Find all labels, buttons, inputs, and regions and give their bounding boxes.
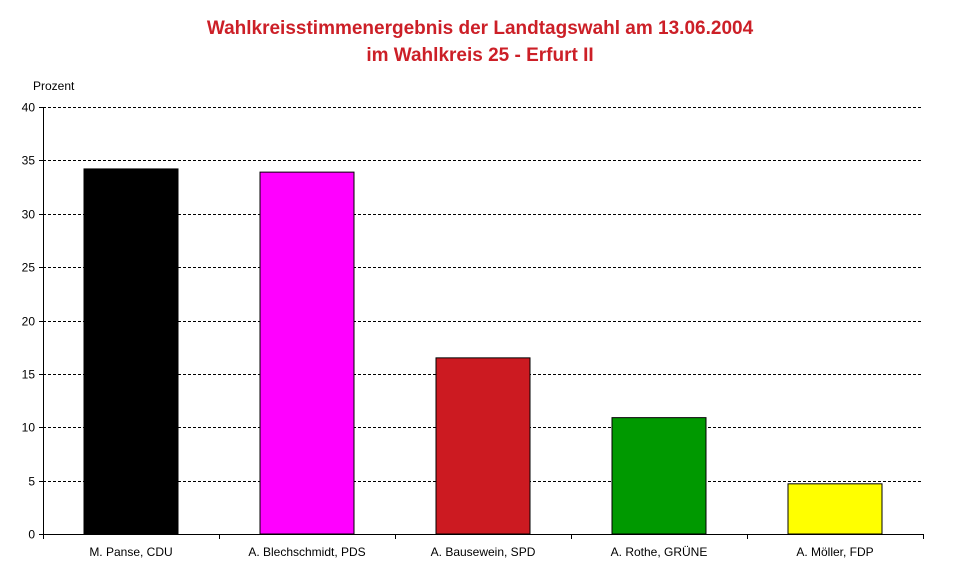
chart-title: Wahlkreisstimmenergebnis der Landtagswah… — [206, 18, 754, 39]
bar — [435, 357, 531, 535]
bar — [787, 483, 883, 535]
x-category-label: M. Panse, CDU — [89, 545, 172, 559]
y-tick-label: 20 — [22, 315, 36, 329]
y-tick-label: 25 — [22, 261, 36, 275]
y-axis-label: Prozent — [33, 79, 75, 93]
y-tick-label: 0 — [28, 528, 35, 542]
y-tick-label: 5 — [28, 475, 35, 489]
y-tick-label: 40 — [22, 101, 36, 115]
x-category-label: A. Möller, FDP — [796, 545, 873, 559]
bar — [611, 417, 707, 535]
chart-subtitle: im Wahlkreis 25 - Erfurt II — [366, 45, 594, 66]
label-layer: 0 5 10 15 20 25 30 35 40 M. Panse, CDU A. Blechsch… — [22, 101, 874, 560]
x-category-label: A. Bausewein, SPD — [431, 545, 536, 559]
y-tick-label: 10 — [22, 421, 36, 435]
y-tick-label: 30 — [22, 208, 36, 222]
bar — [259, 171, 355, 535]
axis-layer — [39, 107, 924, 539]
x-category-label: A. Rothe, GRÜNE — [611, 545, 708, 559]
bar — [83, 168, 179, 535]
bar-layer — [83, 168, 883, 535]
x-category-label: A. Blechschmidt, PDS — [248, 545, 365, 559]
y-tick-label: 15 — [22, 368, 36, 382]
y-tick-label: 35 — [22, 154, 36, 168]
